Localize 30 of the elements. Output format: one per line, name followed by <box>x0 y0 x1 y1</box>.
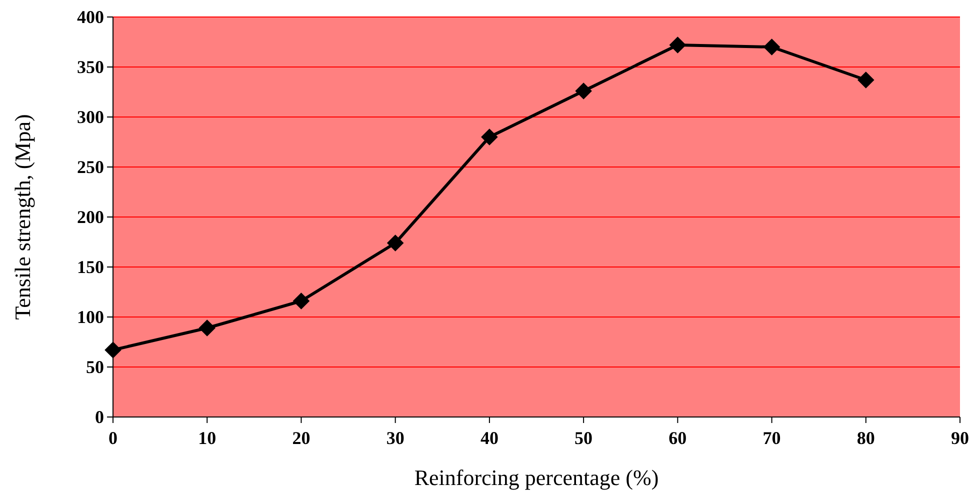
y-tick-label: 200 <box>77 206 104 227</box>
y-tick-label: 300 <box>77 106 104 127</box>
x-tick-label: 0 <box>108 428 118 448</box>
x-tick-label: 60 <box>668 428 687 448</box>
point <box>481 128 498 146</box>
y-tick-label: 150 <box>77 256 104 277</box>
x-axis-title: Reinforcing percentage (%) <box>414 465 659 490</box>
y-tick-label: 100 <box>77 306 104 327</box>
x-tick-label: 30 <box>386 428 404 448</box>
x-tick-label: 10 <box>198 428 216 448</box>
x-tick-label: 50 <box>574 428 593 448</box>
y-tick-label: 50 <box>86 356 104 377</box>
y-tick-label: 400 <box>77 6 104 27</box>
y-tick-label: 350 <box>77 56 104 77</box>
point <box>104 342 122 358</box>
point <box>763 38 780 56</box>
x-tick-label: 20 <box>292 428 310 448</box>
x-tick-label: 40 <box>480 428 498 448</box>
y-axis-title: Tensile strength, (Mpa) <box>10 114 35 320</box>
point <box>857 72 874 88</box>
x-tick-label: 70 <box>762 428 781 448</box>
point <box>198 320 216 336</box>
y-tick-label: 0 <box>95 406 104 427</box>
point <box>575 82 592 100</box>
point <box>386 234 404 252</box>
point <box>292 292 310 310</box>
x-tick-label: 80 <box>856 428 875 448</box>
x-tick-label: 90 <box>951 428 969 448</box>
y-tick-label: 250 <box>77 156 104 177</box>
point <box>669 36 686 54</box>
